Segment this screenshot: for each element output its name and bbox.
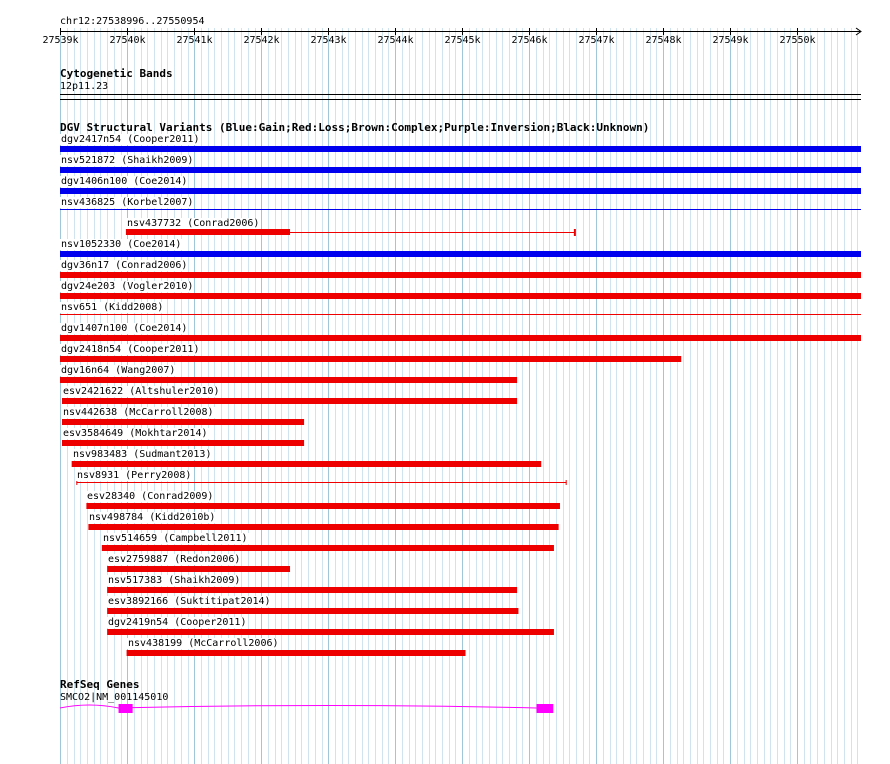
region-label: chr12:27538996..27550954 bbox=[60, 16, 205, 27]
ruler-arrow bbox=[855, 27, 862, 36]
ruler-tick-label: 27545k bbox=[444, 35, 481, 46]
dgv-feature-bar bbox=[60, 167, 861, 173]
dgv-feature-label[interactable]: nsv983483 (Sudmant2013) bbox=[72, 449, 213, 460]
dgv-feature-label[interactable]: nsv651 (Kidd2008) bbox=[60, 302, 165, 313]
dgv-track-title[interactable]: DGV Structural Variants (Blue:Gain;Red:L… bbox=[60, 121, 650, 134]
dgv-feature-label[interactable]: nsv442638 (McCarroll2008) bbox=[62, 407, 215, 418]
dgv-feature-label[interactable]: esv3892166 (Suktitipat2014) bbox=[107, 596, 272, 607]
cytoband-track-title[interactable]: Cytogenetic Bands bbox=[60, 67, 173, 80]
dgv-feature-bar bbox=[71, 461, 542, 467]
dgv-feature-label[interactable]: esv28340 (Conrad2009) bbox=[86, 491, 215, 502]
ruler-tick-label: 27541k bbox=[176, 35, 213, 46]
dgv-feature-bar bbox=[107, 608, 519, 614]
dgv-feature-label[interactable]: nsv517383 (Shaikh2009) bbox=[107, 575, 242, 586]
dgv-feature-label[interactable]: esv3584649 (Mokhtar2014) bbox=[62, 428, 209, 439]
dgv-feature-bar bbox=[60, 377, 518, 383]
dgv-feature-label[interactable]: dgv24e203 (Vogler2010) bbox=[60, 281, 195, 292]
coordinate-ruler bbox=[60, 27, 862, 36]
dgv-feature-bar bbox=[60, 272, 861, 278]
dgv-feature-bar bbox=[60, 188, 861, 194]
ruler-tick-label: 27547k bbox=[578, 35, 615, 46]
dgv-feature-label[interactable]: nsv521872 (Shaikh2009) bbox=[60, 155, 195, 166]
dgv-feature-bar bbox=[60, 146, 861, 152]
dgv-feature-label[interactable]: nsv8931 (Perry2008) bbox=[76, 470, 193, 481]
dgv-feature-bar bbox=[61, 398, 518, 404]
dgv-feature-bar bbox=[60, 293, 861, 299]
dgv-feature-label[interactable]: dgv2418n54 (Cooper2011) bbox=[60, 344, 201, 355]
dgv-feature-label[interactable]: nsv436825 (Korbel2007) bbox=[60, 197, 195, 208]
refseq-gene-label[interactable]: SMCO2|NM_001145010 bbox=[60, 692, 169, 703]
dgv-feature-bar bbox=[60, 251, 861, 257]
dgv-feature-bar bbox=[86, 503, 560, 509]
dgv-feature-label[interactable]: nsv1052330 (Coe2014) bbox=[60, 239, 183, 250]
cytoband-label: 12p11.23 bbox=[60, 81, 109, 92]
refseq-gene-exon bbox=[536, 704, 554, 713]
dgv-feature-bar bbox=[61, 440, 305, 446]
dgv-feature-label[interactable]: nsv438199 (McCarroll2006) bbox=[127, 638, 280, 649]
refseq-track-title[interactable]: RefSeq Genes bbox=[60, 678, 140, 691]
dgv-feature-label[interactable]: esv2759887 (Redon2006) bbox=[107, 554, 242, 565]
dgv-feature-bar bbox=[107, 629, 554, 635]
dgv-feature-label[interactable]: dgv36n17 (Conrad2006) bbox=[60, 260, 189, 271]
ruler-tick-label: 27550k bbox=[779, 35, 816, 46]
dgv-feature-bar bbox=[60, 335, 861, 341]
dgv-feature-bar bbox=[126, 650, 466, 656]
dgv-feature-bar bbox=[101, 545, 554, 551]
dgv-feature-bar bbox=[107, 566, 291, 572]
dgv-feature-label[interactable]: nsv498784 (Kidd2010b) bbox=[88, 512, 217, 523]
dgv-feature-label[interactable]: dgv16n64 (Wang2007) bbox=[60, 365, 177, 376]
dgv-feature-label[interactable]: dgv2419n54 (Cooper2011) bbox=[107, 617, 248, 628]
dgv-feature-label[interactable]: dgv1407n100 (Coe2014) bbox=[60, 323, 189, 334]
dgv-feature-label[interactable]: nsv514659 (Campbell2011) bbox=[102, 533, 249, 544]
refseq-gene-exon bbox=[118, 704, 133, 713]
ruler-tick-label: 27544k bbox=[377, 35, 414, 46]
dgv-feature-bar bbox=[61, 419, 305, 425]
dgv-feature-bar bbox=[88, 524, 559, 530]
ruler-tick-label: 27546k bbox=[511, 35, 548, 46]
dgv-feature-bar bbox=[107, 587, 518, 593]
dgv-feature-label[interactable]: dgv2417n54 (Cooper2011) bbox=[60, 134, 201, 145]
ruler-tick-label: 27543k bbox=[310, 35, 347, 46]
ruler-tick-label: 27539k bbox=[42, 35, 79, 46]
ruler-tick-label: 27542k bbox=[243, 35, 280, 46]
refseq-gene-intron bbox=[59, 704, 537, 709]
dgv-feature-label[interactable]: esv2421622 (Altshuler2010) bbox=[62, 386, 221, 397]
track-content bbox=[59, 94, 861, 713]
ruler-tick-label: 27540k bbox=[109, 35, 146, 46]
dgv-feature-block bbox=[125, 229, 291, 235]
ruler-tick-label: 27549k bbox=[712, 35, 749, 46]
dgv-feature-label[interactable]: nsv437732 (Conrad2006) bbox=[126, 218, 261, 229]
dgv-feature-bar bbox=[60, 356, 682, 362]
ruler-tick-label: 27548k bbox=[645, 35, 682, 46]
dgv-feature-label[interactable]: dgv1406n100 (Coe2014) bbox=[60, 176, 189, 187]
